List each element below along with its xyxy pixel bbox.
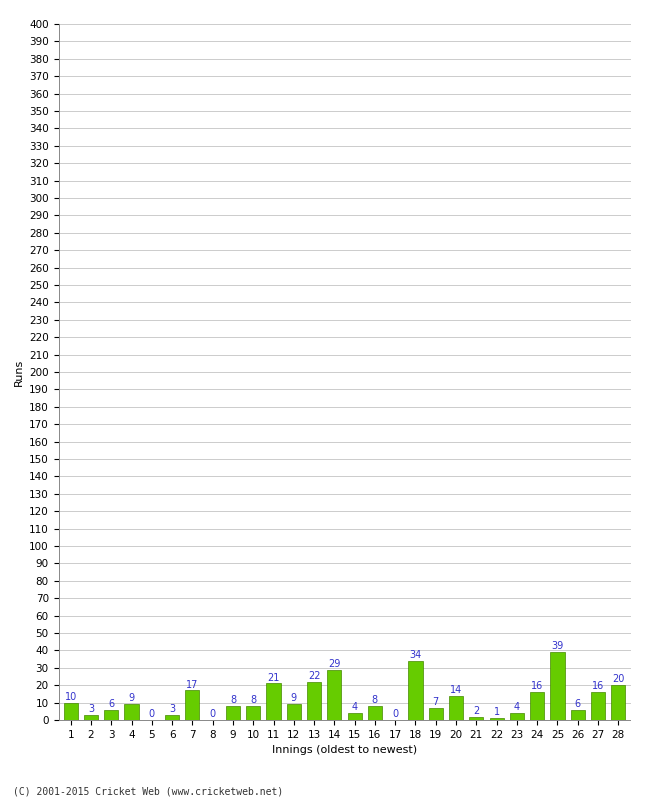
Bar <box>591 692 605 720</box>
Text: 20: 20 <box>612 674 625 684</box>
Bar <box>469 717 484 720</box>
Bar <box>165 714 179 720</box>
X-axis label: Innings (oldest to newest): Innings (oldest to newest) <box>272 746 417 755</box>
Text: 21: 21 <box>267 673 280 682</box>
Text: 3: 3 <box>169 704 175 714</box>
Bar <box>489 718 504 720</box>
Text: 8: 8 <box>372 695 378 706</box>
Text: 8: 8 <box>230 695 236 706</box>
Text: 16: 16 <box>592 682 604 691</box>
Bar <box>530 692 544 720</box>
Bar <box>348 713 362 720</box>
Text: 6: 6 <box>108 698 114 709</box>
Text: (C) 2001-2015 Cricket Web (www.cricketweb.net): (C) 2001-2015 Cricket Web (www.cricketwe… <box>13 786 283 796</box>
Bar <box>571 710 585 720</box>
Text: 0: 0 <box>392 709 398 719</box>
Bar <box>226 706 240 720</box>
Text: 6: 6 <box>575 698 581 709</box>
Bar <box>327 670 341 720</box>
Text: 39: 39 <box>551 642 564 651</box>
Text: 0: 0 <box>149 709 155 719</box>
Bar <box>124 704 138 720</box>
Bar <box>104 710 118 720</box>
Bar <box>510 713 524 720</box>
Text: 17: 17 <box>186 679 198 690</box>
Bar <box>449 696 463 720</box>
Text: 3: 3 <box>88 704 94 714</box>
Bar <box>551 652 565 720</box>
Text: 1: 1 <box>493 707 500 718</box>
Text: 9: 9 <box>291 694 297 703</box>
Text: 16: 16 <box>531 682 543 691</box>
Text: 29: 29 <box>328 658 341 669</box>
Text: 22: 22 <box>308 671 320 681</box>
Bar <box>429 708 443 720</box>
Bar <box>368 706 382 720</box>
Bar <box>64 702 78 720</box>
Text: 9: 9 <box>129 694 135 703</box>
Text: 4: 4 <box>352 702 358 712</box>
Text: 14: 14 <box>450 685 462 694</box>
Text: 34: 34 <box>410 650 422 660</box>
Bar <box>185 690 200 720</box>
Text: 2: 2 <box>473 706 480 716</box>
Bar <box>246 706 260 720</box>
Bar <box>84 714 98 720</box>
Text: 10: 10 <box>64 692 77 702</box>
Bar <box>611 685 625 720</box>
Y-axis label: Runs: Runs <box>14 358 23 386</box>
Text: 8: 8 <box>250 695 256 706</box>
Bar <box>307 682 321 720</box>
Bar <box>287 704 301 720</box>
Text: 4: 4 <box>514 702 520 712</box>
Bar <box>408 661 422 720</box>
Text: 0: 0 <box>209 709 216 719</box>
Bar <box>266 683 281 720</box>
Text: 7: 7 <box>433 697 439 707</box>
